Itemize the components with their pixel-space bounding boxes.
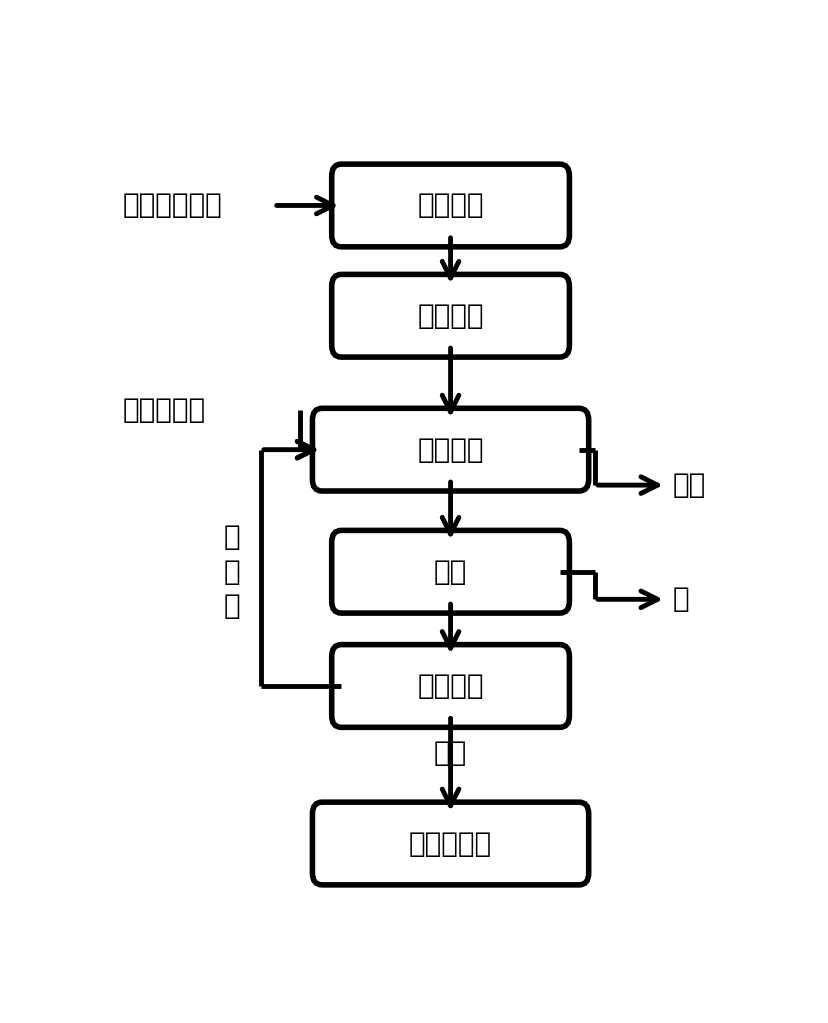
Text: 不
合
格: 不 合 格 xyxy=(224,523,240,620)
FancyBboxPatch shape xyxy=(331,164,569,247)
Text: 过滤: 过滤 xyxy=(433,558,467,586)
Text: 含硫化氢废水: 含硫化氢废水 xyxy=(123,191,223,220)
Text: 废旧锂电池: 废旧锂电池 xyxy=(123,396,206,425)
FancyBboxPatch shape xyxy=(331,644,569,727)
Text: 水收集装置: 水收集装置 xyxy=(408,830,492,857)
FancyBboxPatch shape xyxy=(312,408,588,491)
FancyBboxPatch shape xyxy=(331,530,569,613)
FancyBboxPatch shape xyxy=(312,802,588,885)
Text: 次级过滤: 次级过滤 xyxy=(416,302,484,329)
Text: 初级过滤: 初级过滤 xyxy=(416,191,484,220)
FancyBboxPatch shape xyxy=(331,274,569,357)
Text: 处理设备: 处理设备 xyxy=(416,436,484,463)
Text: 检测装置: 检测装置 xyxy=(416,672,484,700)
Text: 氢气: 氢气 xyxy=(672,472,705,499)
Text: 硫: 硫 xyxy=(672,585,688,614)
Text: 合格: 合格 xyxy=(433,739,467,767)
